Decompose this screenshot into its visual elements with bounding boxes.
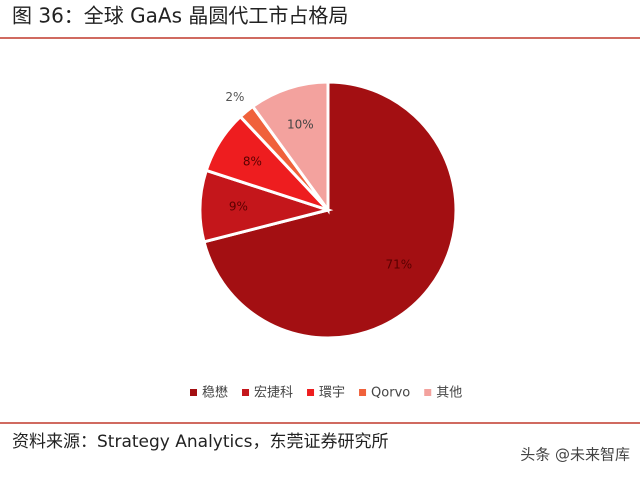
data-label: 9% <box>229 200 248 214</box>
data-label: 8% <box>243 154 262 168</box>
data-label: 71% <box>385 257 412 271</box>
legend-label: Qorvo <box>371 386 410 401</box>
legend-swatch <box>242 389 250 396</box>
chart-title: 图 36：全球 GaAs 晶圆代工市占格局 <box>12 4 348 28</box>
pie-slice <box>250 80 330 215</box>
legend-label: 其他 <box>436 386 462 401</box>
data-label: 2% <box>225 90 244 104</box>
source: 资料来源：Strategy Analytics，东莞证券研究所 <box>12 432 388 452</box>
legend-swatch <box>307 389 315 396</box>
legend-swatch <box>359 389 367 396</box>
legend-swatch <box>190 389 197 396</box>
data-label: 10% <box>287 117 314 131</box>
legend-label: 宏捷科 <box>254 386 293 401</box>
legend-label: 稳懋 <box>202 385 228 401</box>
legend-label: 環宇 <box>319 386 345 401</box>
watermark: 头条 @未来智库 <box>520 446 630 464</box>
legend-swatch <box>424 389 432 396</box>
